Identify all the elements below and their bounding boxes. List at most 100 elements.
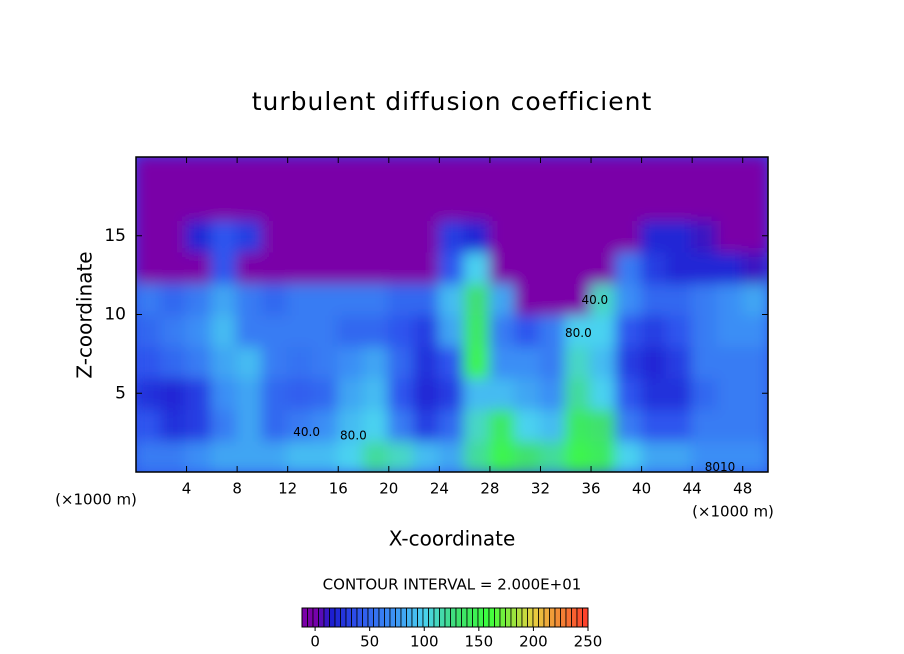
field-cell [640,345,668,379]
field-cell [210,157,239,190]
field-cell [210,282,239,316]
field-cell [337,345,365,379]
field-cell [488,157,517,190]
field-cell [539,157,567,190]
field-cell [488,408,517,442]
field-cell [286,282,314,316]
field-cell [665,345,694,379]
field-cell [665,439,694,472]
colorbar-segment [554,607,561,628]
field-cell [413,313,441,347]
field-cell [185,187,213,221]
x-unit-right: (×1000 m) [692,503,774,521]
field-cell [514,345,542,379]
field-cell [387,187,416,221]
field-cell [311,157,340,190]
field-cell [413,187,441,221]
colorbar-segment [538,607,545,628]
field-cell [438,187,466,221]
field-cell [564,250,593,284]
field-cell [160,408,188,442]
field-cell [615,376,643,410]
field-cell [564,187,593,221]
field-cell [438,439,466,472]
field-cell [210,345,239,379]
field-cell [741,345,768,379]
field-cell [590,345,618,379]
field-cell [463,250,491,284]
field-cell [185,408,213,442]
x-tick-label: 32 [531,480,550,498]
field-cell [337,157,365,190]
field-cell [362,376,390,410]
x-tick-label: 24 [430,480,449,498]
field-cell [438,157,466,190]
colorbar-segment [362,607,369,628]
field-cell [160,187,188,221]
field-cell [691,408,719,442]
field-cell [261,250,289,284]
field-cell [337,439,365,472]
field-cell [514,439,542,472]
field-cell [539,408,567,442]
field-cell [136,250,163,284]
field-cell [261,313,289,347]
colorbar-segment [323,607,330,628]
field-cell [640,219,668,253]
field-cell [311,219,340,253]
field-cell [286,313,314,347]
colorbar-tick-label: 250 [574,633,603,651]
x-tick-label: 44 [683,480,702,498]
colorbar-segment [428,607,435,628]
colorbar-frame [301,607,589,628]
colorbar-segment [351,607,358,628]
field-cell [136,313,163,347]
field-cell [362,187,390,221]
field-cell [261,439,289,472]
field-cell [539,345,567,379]
colorbar-segment [455,607,462,628]
field-cell [160,282,188,316]
field-cell [564,313,593,347]
x-unit: (×1000 m) [55,491,137,509]
field-cell [438,219,466,253]
field-cell [615,282,643,316]
colorbar-segment [340,607,347,628]
colorbar-segment [367,607,374,628]
colorbar-segment [395,607,402,628]
field-cell [362,219,390,253]
field-cell [564,439,593,472]
colorbar-segment [494,607,501,628]
field-cell [236,157,264,190]
field-cell [185,439,213,472]
field-cell [160,439,188,472]
field-cell [261,376,289,410]
colorbar-segment [378,607,385,628]
field-cell [615,345,643,379]
field-cell [691,187,719,221]
field-cell [261,219,289,253]
field-cell [691,250,719,284]
colorbar-segment [301,607,308,628]
field-cell [716,345,744,379]
field-cell [236,250,264,284]
field-cell [488,376,517,410]
field-cell [665,250,694,284]
field-cell [640,250,668,284]
field-cell [514,250,542,284]
field-cell [488,187,517,221]
field-cell [210,219,239,253]
field-cell [590,376,618,410]
field-cell [160,313,188,347]
field-cell [387,250,416,284]
field-cell [362,408,390,442]
x-tick-label: 36 [581,480,600,498]
field-cell [337,376,365,410]
field-cell [716,187,744,221]
field-cell [286,157,314,190]
field-cell [261,408,289,442]
field-cell [640,376,668,410]
field-cell [413,282,441,316]
field-cell [286,250,314,284]
